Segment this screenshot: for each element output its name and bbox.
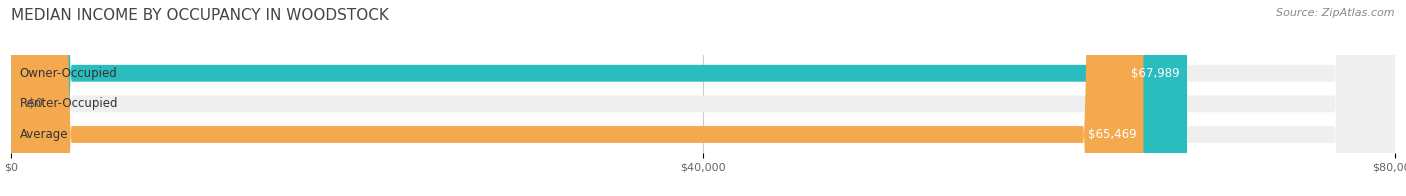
Text: Renter-Occupied: Renter-Occupied — [20, 97, 118, 110]
Text: Average: Average — [20, 128, 67, 141]
Text: $65,469: $65,469 — [1088, 128, 1136, 141]
Text: $0: $0 — [28, 97, 42, 110]
FancyBboxPatch shape — [11, 0, 1395, 196]
Text: Source: ZipAtlas.com: Source: ZipAtlas.com — [1277, 8, 1395, 18]
FancyBboxPatch shape — [11, 0, 1395, 196]
FancyBboxPatch shape — [11, 0, 1395, 196]
FancyBboxPatch shape — [11, 0, 1143, 196]
Text: $67,989: $67,989 — [1132, 67, 1180, 80]
FancyBboxPatch shape — [11, 0, 1187, 196]
Text: MEDIAN INCOME BY OCCUPANCY IN WOODSTOCK: MEDIAN INCOME BY OCCUPANCY IN WOODSTOCK — [11, 8, 389, 23]
Text: Owner-Occupied: Owner-Occupied — [20, 67, 117, 80]
